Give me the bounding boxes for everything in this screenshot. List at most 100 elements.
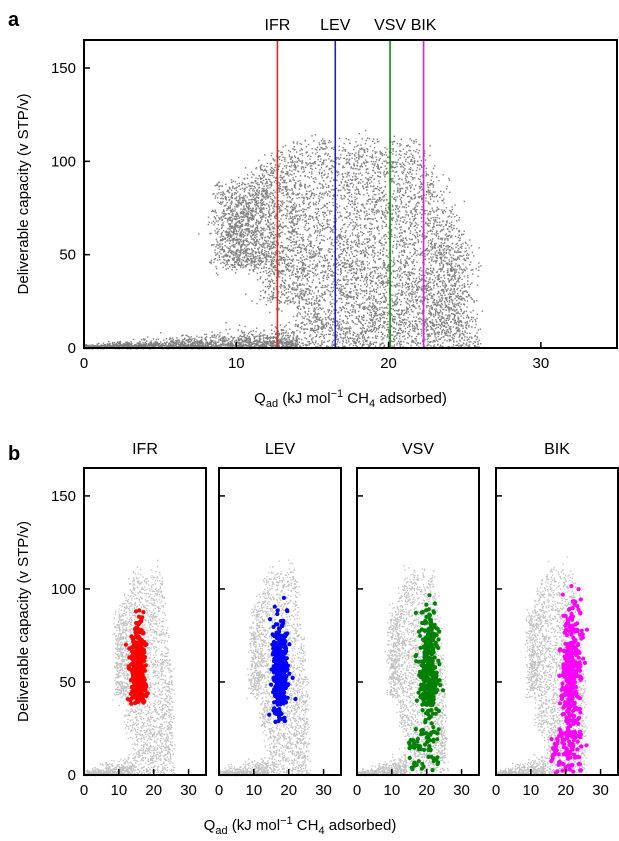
data-point — [458, 275, 461, 277]
data-point — [290, 332, 293, 334]
data-point — [416, 344, 418, 346]
data-point — [460, 345, 462, 348]
data-point — [341, 301, 343, 304]
data-point — [318, 313, 320, 315]
data-point — [272, 252, 275, 254]
data-point — [211, 345, 214, 347]
data-point — [287, 162, 289, 164]
data-point — [261, 238, 263, 240]
data-point — [313, 315, 315, 317]
data-point — [176, 340, 178, 342]
data-point — [431, 226, 434, 228]
data-point — [396, 273, 399, 276]
data-point — [356, 333, 359, 335]
data-point — [278, 332, 281, 335]
data-point — [335, 258, 338, 261]
data-point — [214, 195, 217, 197]
data-point — [351, 253, 354, 255]
data-point — [324, 148, 327, 150]
data-point — [254, 231, 256, 233]
data-point — [268, 288, 270, 290]
data-point — [253, 239, 255, 241]
data-point — [398, 335, 401, 337]
data-point — [355, 241, 358, 244]
data-point — [466, 339, 469, 341]
data-point — [433, 247, 435, 249]
data-point — [383, 160, 385, 162]
data-point — [260, 226, 262, 229]
data-point — [393, 310, 396, 312]
data-point — [283, 262, 286, 265]
data-point — [271, 232, 273, 235]
data-point — [329, 294, 331, 296]
data-point — [376, 201, 378, 203]
data-point — [250, 330, 252, 333]
data-point — [223, 205, 225, 207]
data-point — [458, 239, 460, 242]
data-point — [429, 213, 431, 215]
data-point — [373, 341, 375, 344]
data-point — [269, 295, 272, 298]
data-point — [265, 170, 268, 172]
data-point — [434, 328, 437, 330]
data-point — [314, 316, 316, 319]
data-point — [453, 305, 456, 307]
data-point — [233, 259, 235, 261]
data-point — [357, 236, 359, 239]
data-point — [414, 281, 417, 283]
data-point — [408, 331, 410, 333]
data-point — [249, 212, 251, 214]
data-point — [349, 244, 352, 247]
data-point — [279, 235, 281, 237]
data-point — [278, 234, 280, 236]
data-point — [281, 181, 284, 184]
data-point — [431, 233, 433, 235]
data-point — [459, 239, 461, 241]
data-point — [398, 232, 400, 234]
data-point — [440, 300, 442, 302]
data-point — [452, 279, 454, 281]
data-point — [374, 151, 376, 153]
data-point — [256, 251, 258, 253]
data-point — [437, 233, 439, 235]
data-point — [254, 228, 256, 231]
data-point — [407, 303, 409, 305]
data-point — [368, 337, 370, 339]
data-point — [420, 225, 423, 228]
data-point — [264, 190, 266, 192]
data-point — [241, 184, 243, 186]
data-point — [255, 168, 257, 170]
data-point — [342, 345, 344, 347]
data-point — [468, 293, 470, 296]
data-point — [459, 290, 461, 292]
data-point — [345, 275, 348, 277]
data-point — [244, 244, 246, 246]
data-point — [454, 275, 457, 277]
data-point — [348, 312, 351, 314]
data-point — [441, 303, 443, 306]
data-point — [422, 188, 424, 190]
data-point — [368, 208, 370, 210]
data-point — [429, 277, 431, 279]
data-point — [323, 239, 326, 242]
data-point — [254, 180, 256, 183]
data-point — [313, 194, 316, 197]
data-point — [227, 217, 229, 220]
data-point — [225, 337, 227, 339]
data-point — [339, 256, 341, 258]
data-point — [391, 219, 394, 222]
data-point — [314, 315, 317, 318]
data-point — [211, 335, 213, 337]
data-point — [405, 153, 407, 155]
data-point — [235, 229, 238, 231]
data-point — [369, 305, 371, 307]
data-point — [275, 339, 278, 341]
data-point — [273, 211, 276, 213]
data-point — [337, 171, 340, 173]
data-point — [237, 344, 239, 346]
data-point — [427, 340, 429, 343]
data-point — [393, 261, 395, 264]
data-point — [246, 174, 249, 176]
data-point — [235, 256, 237, 259]
data-point — [308, 252, 310, 254]
